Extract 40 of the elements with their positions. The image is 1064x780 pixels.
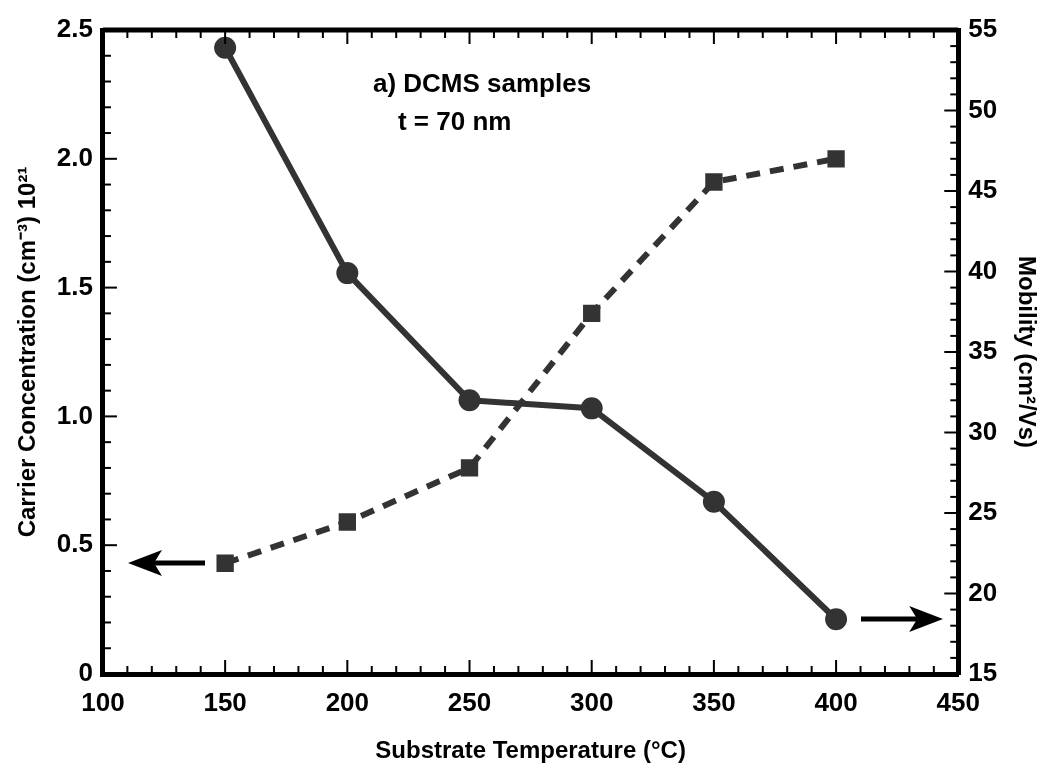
y-tick-label: 2.5	[56, 13, 93, 44]
y2-tick-label: 50	[968, 93, 998, 124]
point	[336, 262, 359, 285]
y2-axis-title: Mobility (cm²/Vs)	[1013, 255, 1041, 449]
point	[460, 459, 479, 477]
point	[827, 150, 845, 168]
y-tick-label: 0.5	[56, 528, 93, 559]
y2-tick-label: 15	[968, 657, 998, 688]
y2-tick-label: 45	[968, 174, 998, 205]
x-axis-title: Substrate Temperature (°C)	[375, 736, 686, 764]
y-tick-label: 1.5	[56, 270, 93, 301]
annotation: t = 70 nm	[397, 106, 512, 137]
x-tick-label: 300	[570, 686, 614, 717]
point	[214, 36, 237, 59]
x-tick-label: 450	[936, 686, 980, 717]
y2-tick-label: 20	[968, 576, 998, 607]
point	[458, 389, 481, 412]
annotation: a) DCMS samples	[372, 68, 592, 99]
y-tick-label: 1.0	[56, 399, 93, 430]
point	[705, 173, 723, 191]
x-tick-label: 350	[692, 686, 736, 717]
x-tick-label: 200	[325, 686, 370, 717]
y-tick-label: 2.0	[56, 141, 93, 172]
y2-tick-label: 30	[968, 415, 998, 446]
y2-tick-label: 35	[968, 335, 998, 366]
point	[702, 490, 725, 513]
y-tick-label: 0	[78, 657, 93, 688]
x-tick-label: 250	[447, 686, 492, 717]
point	[338, 513, 356, 531]
point	[216, 554, 234, 572]
x-tick-label: 100	[81, 686, 125, 717]
point	[580, 397, 603, 420]
y2-tick-label: 40	[968, 254, 998, 285]
y2-tick-label: 25	[968, 496, 998, 527]
point	[825, 608, 848, 631]
point	[583, 304, 601, 323]
y2-tick-label: 55	[968, 13, 998, 44]
x-tick-label: 400	[814, 686, 858, 717]
x-tick-label: 150	[203, 686, 247, 717]
y-axis-title: Carrier Concentration (cm⁻³) 10²¹	[13, 166, 41, 538]
